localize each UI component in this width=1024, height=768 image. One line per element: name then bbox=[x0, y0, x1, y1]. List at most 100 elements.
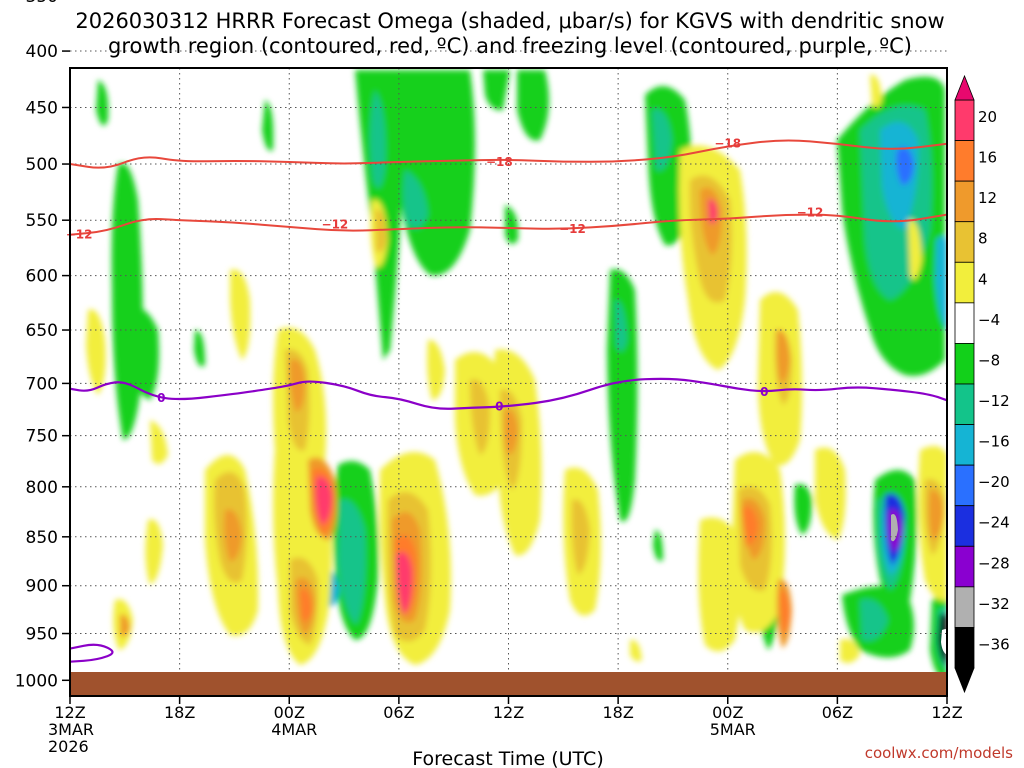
colorbar-label: −12 bbox=[978, 392, 1010, 410]
omega-region-red-5 bbox=[300, 589, 312, 622]
omega-region-teal-5 bbox=[338, 499, 366, 625]
x-tick-label: 06Z bbox=[822, 703, 853, 722]
omega-region-yellow-16 bbox=[815, 447, 846, 540]
omega-region-green-6 bbox=[607, 269, 638, 522]
omega-region-yellow-1 bbox=[86, 309, 106, 395]
x-tick-label: 4MAR bbox=[271, 720, 317, 739]
colorbar-swatch bbox=[954, 545, 975, 588]
x-tick-label: 2026 bbox=[48, 737, 89, 756]
contour-label: −12 bbox=[322, 218, 349, 232]
colorbar-label: 8 bbox=[978, 230, 988, 248]
colorbar-swatch bbox=[954, 140, 975, 182]
y-tick-label: 500 bbox=[26, 155, 58, 175]
y-axis: 2503003504004505005506006507007508008509… bbox=[15, 0, 70, 691]
contour-label: −18 bbox=[486, 155, 513, 169]
colorbar-label: 4 bbox=[978, 270, 988, 288]
colorbar-swatch bbox=[954, 505, 975, 547]
contour-lines bbox=[70, 139, 947, 663]
chart-title-line-1: 2026030312 HRRR Forecast Omega (shaded, … bbox=[75, 9, 944, 33]
y-tick-label: 450 bbox=[26, 98, 58, 118]
omega-region-yellow-10 bbox=[427, 339, 445, 400]
colorbar-label: −28 bbox=[978, 554, 1010, 572]
freezing-level-contour-2 bbox=[70, 377, 947, 410]
colorbar-label: −4 bbox=[978, 311, 1000, 329]
y-tick-label: 550 bbox=[26, 211, 58, 231]
contour-label: −18 bbox=[714, 137, 741, 151]
x-tick-label: 12Z bbox=[493, 703, 524, 722]
omega-region-red-3 bbox=[742, 506, 758, 546]
colorbar-bottom-arrow bbox=[954, 667, 975, 694]
omega-region-orange-11 bbox=[504, 409, 518, 455]
omega-region-yellow-19 bbox=[908, 219, 922, 280]
colorbar-swatch bbox=[954, 343, 975, 385]
colorbar-swatch bbox=[954, 221, 975, 263]
omega-region-green-17 bbox=[96, 80, 109, 126]
y-tick-label: 1000 bbox=[15, 671, 58, 691]
y-tick-label: 950 bbox=[26, 625, 58, 645]
x-tick-label: 06Z bbox=[383, 703, 414, 722]
y-tick-label: 850 bbox=[26, 528, 58, 548]
colorbar-swatch bbox=[954, 383, 975, 425]
contour-label: 0 bbox=[760, 385, 768, 399]
colorbar-swatch bbox=[954, 627, 975, 669]
contour-labels: −12 −12 −12 −12 −18 −18 0 0 0 bbox=[66, 137, 824, 414]
colorbar-swatch bbox=[954, 261, 975, 304]
x-tick-label: 00Z bbox=[274, 703, 305, 722]
isotherm-contour-1 bbox=[70, 213, 947, 236]
isotherm-contour-0 bbox=[70, 139, 947, 169]
colorbar-label: −24 bbox=[978, 514, 1010, 532]
colorbar-swatch bbox=[954, 424, 975, 466]
y-tick-label: 900 bbox=[26, 577, 58, 597]
contour-label: 0 bbox=[495, 400, 503, 414]
omega-region-pink-1 bbox=[315, 476, 332, 525]
omega-region-green-15 bbox=[794, 484, 812, 535]
omega-region-red-4 bbox=[780, 589, 790, 633]
omega-region-pink-2 bbox=[396, 552, 413, 615]
omega-region-yellow-22 bbox=[840, 639, 860, 664]
omega-region-green-18 bbox=[262, 100, 274, 151]
x-tick-label: 00Z bbox=[712, 703, 743, 722]
omega-region-teal-4 bbox=[652, 109, 672, 171]
omega-region-orange-12 bbox=[120, 614, 130, 637]
colorbar-label: 12 bbox=[978, 189, 997, 207]
omega-region-yellow-3 bbox=[145, 519, 163, 585]
omega-region-yellow-18 bbox=[870, 74, 882, 108]
omega-region-gold-12 bbox=[375, 209, 387, 253]
omega-region-white-1 bbox=[941, 629, 947, 655]
contour-label: −12 bbox=[66, 228, 93, 242]
omega-shading bbox=[86, 70, 947, 680]
omega-region-orange-1 bbox=[224, 509, 242, 562]
omega-region-green-22 bbox=[653, 530, 663, 561]
omega-region-teal-7 bbox=[860, 599, 888, 641]
y-tick-label: 700 bbox=[26, 374, 58, 394]
colorbar-swatch bbox=[954, 180, 975, 223]
y-tick-label: 750 bbox=[26, 427, 58, 447]
omega-region-orange-10 bbox=[928, 489, 944, 540]
colorbar-swatch bbox=[954, 464, 975, 507]
colorbar-top-arrow bbox=[954, 74, 975, 101]
omega-region-teal-2 bbox=[403, 170, 428, 229]
x-tick-label: 18Z bbox=[602, 703, 633, 722]
colorbar-swatch bbox=[954, 99, 975, 141]
credit-text: coolwx.com/models bbox=[865, 744, 1013, 762]
y-tick-label: 400 bbox=[26, 42, 58, 62]
x-axis-label: Forecast Time (UTC) bbox=[412, 748, 603, 768]
x-tick-label: 12Z bbox=[931, 703, 962, 722]
x-tick-label: 12Z bbox=[54, 703, 85, 722]
contour-label: 0 bbox=[157, 391, 165, 405]
colorbar-label: −32 bbox=[978, 595, 1010, 613]
omega-region-yellow-23 bbox=[630, 639, 642, 662]
x-tick-label: 18Z bbox=[164, 703, 195, 722]
x-tick-label: 3MAR bbox=[48, 720, 94, 739]
omega-region-yellow-14 bbox=[698, 517, 742, 652]
colorbar-swatch bbox=[954, 302, 975, 344]
colorbar-label: 20 bbox=[978, 108, 997, 126]
contour-label: −12 bbox=[559, 222, 586, 236]
omega-region-green-4 bbox=[483, 70, 510, 111]
omega-region-orange-2 bbox=[289, 359, 305, 412]
contour-label: −12 bbox=[797, 205, 824, 219]
omega-region-green-23 bbox=[194, 330, 205, 367]
omega-region-green-9 bbox=[128, 307, 159, 400]
